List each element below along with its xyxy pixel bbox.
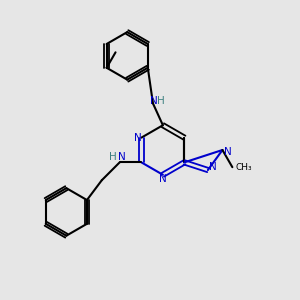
- Text: H: H: [157, 97, 165, 106]
- Text: N: N: [224, 147, 231, 157]
- Text: N: N: [209, 162, 217, 172]
- Text: CH₃: CH₃: [235, 163, 252, 172]
- Text: N: N: [150, 97, 158, 106]
- Text: N: N: [118, 152, 125, 162]
- Text: N: N: [134, 133, 141, 142]
- Text: N: N: [159, 174, 167, 184]
- Text: H: H: [109, 152, 117, 162]
